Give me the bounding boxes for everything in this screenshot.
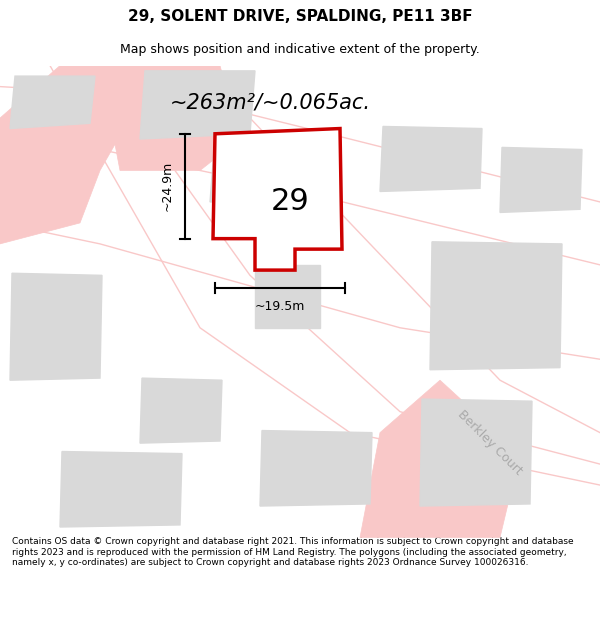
- Polygon shape: [360, 380, 520, 538]
- Polygon shape: [0, 66, 160, 244]
- Polygon shape: [213, 129, 342, 270]
- Text: Contains OS data © Crown copyright and database right 2021. This information is : Contains OS data © Crown copyright and d…: [12, 538, 574, 568]
- Polygon shape: [10, 76, 95, 129]
- Text: 29, SOLENT DRIVE, SPALDING, PE11 3BF: 29, SOLENT DRIVE, SPALDING, PE11 3BF: [128, 9, 472, 24]
- Polygon shape: [500, 148, 582, 213]
- Text: 29: 29: [271, 188, 310, 216]
- Polygon shape: [10, 273, 102, 380]
- Polygon shape: [140, 378, 222, 443]
- Text: ~263m²/~0.065ac.: ~263m²/~0.065ac.: [170, 92, 371, 112]
- Polygon shape: [380, 126, 482, 191]
- Text: ~24.9m: ~24.9m: [161, 161, 173, 211]
- Polygon shape: [100, 66, 240, 171]
- Polygon shape: [140, 71, 255, 139]
- Polygon shape: [420, 399, 532, 506]
- Polygon shape: [430, 242, 562, 370]
- Polygon shape: [255, 265, 320, 328]
- Polygon shape: [60, 451, 182, 527]
- Polygon shape: [210, 137, 312, 202]
- Text: Map shows position and indicative extent of the property.: Map shows position and indicative extent…: [120, 42, 480, 56]
- Text: Berkley Court: Berkley Court: [455, 408, 525, 478]
- Polygon shape: [260, 431, 372, 506]
- Text: ~19.5m: ~19.5m: [255, 300, 305, 313]
